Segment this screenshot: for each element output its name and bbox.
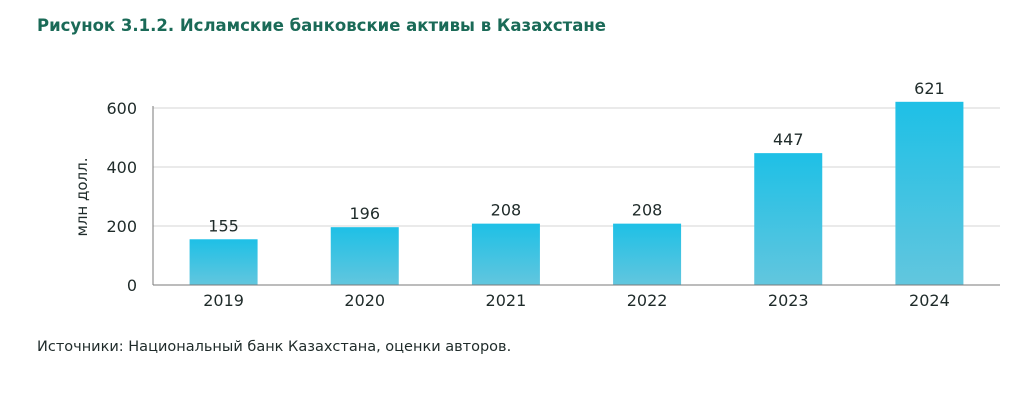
data-label-2023: 447 (773, 130, 804, 149)
bar-2022 (613, 223, 682, 285)
bar-2024 (895, 101, 964, 286)
x-tick-label-2019: 2019 (203, 291, 244, 310)
figure-title: Рисунок 3.1.2. Исламские банковские акти… (37, 16, 606, 35)
bar-2019 (189, 239, 258, 285)
x-tick-label-2023: 2023 (768, 291, 809, 310)
x-tick-label-2024: 2024 (909, 291, 950, 310)
bar-2021 (471, 223, 540, 285)
labels: 0 200 400 600 155 2019 196 2020 208 2021 208 2022 44… (73, 79, 950, 310)
bar-chart: 0 200 400 600 155 2019 196 2020 208 2021 208 2022 44… (73, 79, 1000, 310)
data-label-2019: 155 (208, 216, 239, 235)
y-tick-label: 400 (106, 158, 137, 177)
y-tick-label: 0 (127, 276, 137, 295)
source-note: Источники: Национальный банк Казахстана,… (37, 339, 512, 355)
bar-2020 (330, 227, 399, 285)
data-label-2024: 621 (914, 79, 945, 98)
bars (189, 101, 964, 286)
data-label-2022: 208 (632, 201, 663, 220)
axes (152, 106, 1000, 286)
x-tick-label-2020: 2020 (344, 291, 385, 310)
bar-2023 (754, 153, 823, 285)
y-tick-label: 200 (106, 217, 137, 236)
x-tick-label-2021: 2021 (486, 291, 527, 310)
x-tick-label-2022: 2022 (627, 291, 668, 310)
data-label-2021: 208 (491, 201, 522, 220)
gridlines (153, 107, 1000, 227)
data-label-2020: 196 (349, 204, 380, 223)
y-axis-title: млн долл. (73, 158, 91, 237)
y-tick-label: 600 (106, 99, 137, 118)
